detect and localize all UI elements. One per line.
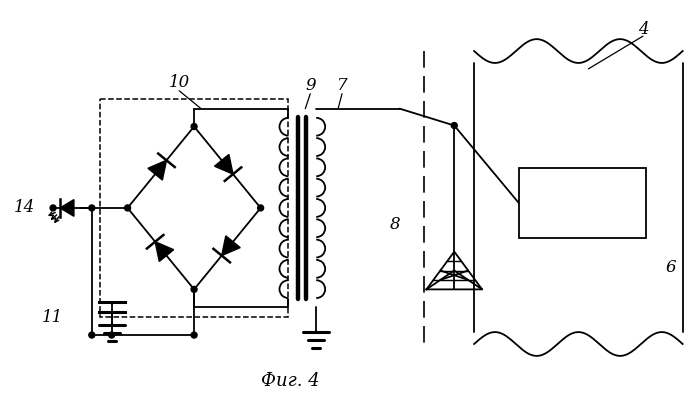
Circle shape	[191, 286, 197, 292]
Circle shape	[89, 205, 95, 211]
Text: 4: 4	[637, 21, 648, 38]
Polygon shape	[155, 242, 173, 261]
Text: 10: 10	[168, 74, 190, 91]
Text: 7: 7	[337, 77, 347, 94]
Text: 11: 11	[41, 309, 63, 326]
Circle shape	[191, 124, 197, 130]
Circle shape	[452, 122, 457, 128]
Polygon shape	[215, 154, 233, 174]
Text: Фиг. 4: Фиг. 4	[261, 372, 319, 390]
Polygon shape	[222, 236, 240, 256]
Text: 9: 9	[305, 77, 315, 94]
Circle shape	[124, 205, 131, 211]
Circle shape	[258, 205, 264, 211]
Circle shape	[89, 332, 95, 338]
Circle shape	[108, 332, 115, 338]
Polygon shape	[148, 160, 166, 180]
Polygon shape	[60, 200, 74, 216]
Circle shape	[191, 332, 197, 338]
Text: 8: 8	[389, 216, 400, 233]
Text: 14: 14	[14, 200, 35, 216]
Circle shape	[50, 205, 56, 211]
Text: 6: 6	[665, 259, 676, 276]
Bar	[519, 168, 646, 238]
Bar	[100, 99, 289, 317]
